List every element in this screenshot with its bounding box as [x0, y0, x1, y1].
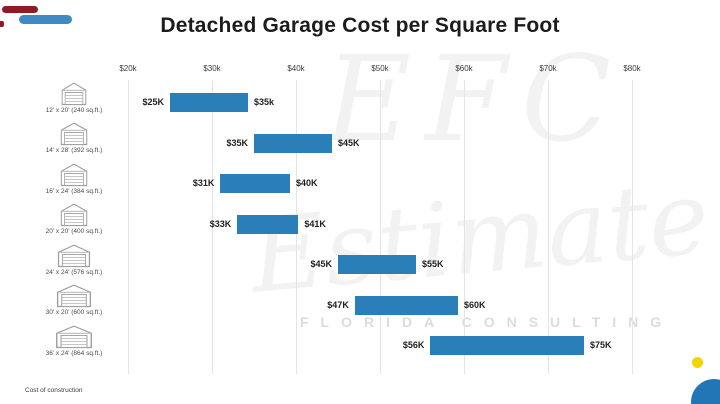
garage-icon: [56, 284, 92, 308]
range-bar: [430, 336, 584, 355]
bar-min-label: $31K: [192, 178, 215, 188]
yellow-dot-decoration: [692, 357, 703, 368]
garage-size-item: 16' x 24' (384 sq.ft.): [28, 162, 120, 195]
gridline: [548, 80, 549, 374]
x-axis-tick-label: $70k: [539, 64, 557, 73]
garage-size-item: 36' x 24' (864 sq.ft.): [28, 324, 120, 357]
garage-icon: [60, 122, 88, 146]
range-bar: [338, 255, 416, 274]
bar-min-label: $56K: [402, 340, 425, 350]
bar-max-label: $75K: [590, 340, 612, 350]
garage-size-item: 12' x 20' (240 sq.ft.): [28, 81, 120, 114]
watermark-subtext: FLORIDA CONSULTING: [300, 314, 674, 330]
range-bar: [170, 93, 248, 112]
range-bar: [354, 295, 458, 315]
garage-icon: [61, 81, 87, 105]
x-axis-tick-label: $60k: [455, 64, 473, 73]
range-bar: [254, 133, 332, 153]
gridline: [380, 80, 381, 374]
gridline: [464, 80, 465, 374]
gridline: [128, 80, 129, 374]
footer-note: Cost of construction: [25, 387, 83, 394]
garage-size-item: 14' x 28' (392 sq.ft.): [28, 122, 120, 154]
bar-min-label: $33K: [209, 218, 232, 229]
logo-red-notch: [0, 21, 4, 27]
garage-size-label: 16' x 24' (384 sq.ft.): [45, 187, 103, 195]
bar-min-label: $25K: [142, 97, 164, 107]
garage-size-label: 12' x 20' (240 sq.ft.): [45, 106, 103, 114]
gridline: [212, 80, 213, 374]
garage-size-item: 20' x 20' (400 sq.ft.): [28, 203, 120, 235]
garage-size-item: 24' x 24' (576 sq.ft.): [28, 243, 120, 276]
range-bar: [220, 174, 290, 193]
x-axis-tick-label: $40k: [287, 64, 305, 73]
garage-icon: [60, 203, 88, 227]
x-axis-tick-label: $20k: [119, 64, 137, 73]
garage-icon: [57, 243, 91, 267]
bar-max-label: $60K: [464, 299, 486, 310]
garage-icon: [56, 324, 92, 348]
bar-max-label: $55K: [422, 259, 444, 269]
blue-circle-decoration: [691, 379, 720, 404]
bar-max-label: $35k: [254, 97, 275, 107]
gridline: [632, 80, 633, 374]
x-axis-tick-label: $80k: [623, 64, 641, 73]
x-axis-tick-label: $30k: [203, 64, 221, 73]
bar-max-label: $45K: [338, 137, 360, 148]
garage-size-label: 30' x 20' (600 sq.ft.): [45, 309, 103, 316]
garage-size-label: 20' x 20' (400 sq.ft.): [45, 228, 103, 235]
garage-icon: [60, 162, 88, 186]
x-axis-tick-label: $50k: [371, 64, 389, 73]
logo-blue-bar: [19, 15, 72, 24]
bar-min-label: $45K: [310, 259, 332, 269]
garage-size-label: 36' x 24' (864 sq.ft.): [45, 349, 103, 357]
garage-size-item: 30' x 20' (600 sq.ft.): [28, 284, 120, 316]
bar-max-label: $41K: [304, 218, 326, 229]
bar-min-label: $35K: [226, 137, 248, 148]
page-title: Detached Garage Cost per Square Foot: [160, 14, 560, 37]
logo-red-bar: [2, 6, 38, 13]
bar-max-label: $40K: [296, 178, 318, 188]
garage-size-label: 14' x 28' (392 sq.ft.): [45, 147, 103, 154]
watermark-efc: EFC: [325, 30, 626, 168]
garage-size-label: 24' x 24' (576 sq.ft.): [45, 268, 103, 276]
bar-min-label: $47K: [327, 299, 349, 310]
range-bar: [237, 214, 299, 234]
